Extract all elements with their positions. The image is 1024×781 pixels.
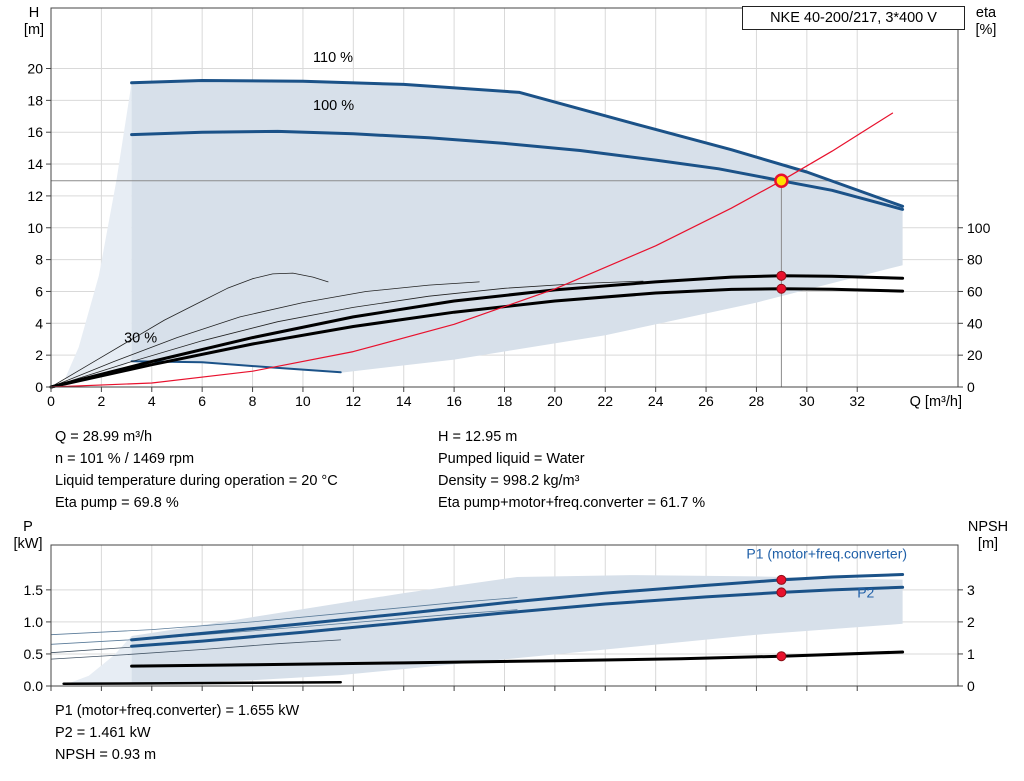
x-tick-label: 32 — [849, 393, 865, 409]
npsh-value: NPSH = 0.93 m — [55, 747, 157, 763]
p1-point — [776, 574, 787, 585]
eta-total-value: Eta pump+motor+freq.converter = 61.7 % — [438, 495, 706, 511]
system-curve — [50, 112, 894, 388]
duty-point — [774, 173, 789, 189]
eta-thin-speed-a — [50, 280, 644, 388]
x-tick-label: 16 — [446, 393, 462, 409]
p2-curve — [130, 585, 905, 648]
power-data-block: P1 (motor+freq.converter) = 1.655 kW P2 … — [55, 700, 299, 766]
operating-envelope-left — [64, 82, 132, 382]
x-tick-label: 28 — [749, 393, 765, 409]
curve-label: P2 — [857, 585, 874, 601]
x-tick-label: 6 — [198, 393, 206, 409]
x-tick-label: 22 — [597, 393, 613, 409]
y-right-tick-label: 0 — [967, 379, 975, 395]
y-right-tick-label: 0 — [967, 678, 975, 694]
curve-110pct — [130, 79, 905, 208]
head-value: H = 12.95 m — [438, 429, 518, 445]
y-left-tick-label: 16 — [27, 124, 43, 140]
y-right-axis-title: NPSH — [968, 519, 1008, 535]
operating-data-right-column: H = 12.95 m Pumped liquid = Water Densit… — [438, 426, 705, 514]
eta-thin-low-speed — [50, 272, 329, 388]
p1-value: P1 (motor+freq.converter) = 1.655 kW — [55, 703, 300, 719]
y-left-tick-label: 8 — [35, 252, 43, 268]
y-right-tick-label: 1 — [967, 646, 975, 662]
operating-data-left-column: Q = 28.99 m³/h n = 101 % / 1469 rpm Liqu… — [55, 426, 338, 514]
y-right-tick-label: 40 — [967, 315, 983, 331]
eta-pump-point — [776, 270, 787, 281]
operating-envelope — [131, 80, 903, 373]
y-right-axis-title: eta — [976, 5, 997, 21]
p2-point — [776, 587, 787, 598]
x-tick-label: 30 — [799, 393, 815, 409]
power-envelope-left — [64, 636, 132, 685]
y-right-tick-label: 60 — [967, 283, 983, 299]
y-right-axis-title: [m] — [978, 536, 998, 552]
x-tick-label: 12 — [346, 393, 362, 409]
power-min-speed-curve — [62, 680, 342, 686]
x-tick-label: 20 — [547, 393, 563, 409]
y-left-tick-label: 1.5 — [24, 582, 44, 598]
curve-label: 100 % — [313, 98, 354, 114]
x-tick-label: 2 — [97, 393, 105, 409]
power-envelope — [131, 575, 903, 685]
p1-curve — [130, 573, 905, 642]
y-left-tick-label: 10 — [27, 220, 43, 236]
p2-value: P2 = 1.461 kW — [55, 725, 151, 741]
y-left-tick-label: 14 — [27, 156, 43, 172]
y-right-tick-label: 2 — [967, 614, 975, 630]
y-left-tick-label: 6 — [35, 283, 43, 299]
x-tick-label: 18 — [497, 393, 513, 409]
y-left-tick-label: 12 — [27, 188, 43, 204]
x-tick-label: 26 — [698, 393, 714, 409]
x-tick-label: 4 — [148, 393, 156, 409]
y-left-axis-title: [m] — [24, 22, 44, 38]
y-right-tick-label: 3 — [967, 582, 975, 598]
y-left-tick-label: 0.5 — [24, 646, 44, 662]
y-left-axis-title: [kW] — [14, 536, 43, 552]
y-left-axis-title: P — [23, 519, 33, 535]
x-tick-label: 8 — [249, 393, 257, 409]
speed-value: n = 101 % / 1469 rpm — [55, 451, 195, 467]
eta-pump-curve — [49, 274, 905, 389]
y-left-tick-label: 4 — [35, 315, 43, 331]
y-right-axis-title: [%] — [976, 22, 997, 38]
liquid-temperature-value: Liquid temperature during operation = 20… — [55, 473, 338, 489]
y-left-tick-label: 0 — [35, 379, 43, 395]
eta-thin-speed-b — [50, 281, 480, 388]
y-left-tick-label: 2 — [35, 347, 43, 363]
power-thin-speed-d — [50, 639, 342, 660]
npsh-point — [776, 651, 787, 662]
curve-label: 30 % — [124, 330, 157, 346]
pumped-liquid-value: Pumped liquid = Water — [438, 451, 585, 467]
x-tick-label: 24 — [648, 393, 664, 409]
y-left-axis-title: H — [29, 5, 39, 21]
y-left-tick-label: 20 — [27, 61, 43, 77]
curve-label: P1 (motor+freq.converter) — [746, 545, 907, 561]
power-npsh-chart: 0.0 0.5 1.0 1.5 0 1 2 3 P[kW] NPSH[m] P1 (motor+fr… — [14, 519, 1009, 694]
y-right-tick-label: 80 — [967, 252, 983, 268]
pump-model-title: NKE 40-200/217, 3*400 V — [742, 6, 965, 30]
eta-total-curve — [49, 287, 905, 389]
eta-pump-value: Eta pump = 69.8 % — [55, 495, 179, 511]
flow-value: Q = 28.99 m³/h — [55, 429, 153, 445]
power-thin-speed-a — [50, 597, 518, 636]
density-value: Density = 998.2 kg/m³ — [438, 473, 580, 489]
y-left-tick-label: 18 — [27, 92, 43, 108]
y-right-tick-label: 20 — [967, 347, 983, 363]
y-left-tick-label: 1.0 — [24, 614, 44, 630]
y-right-tick-label: 100 — [967, 220, 991, 236]
qh-eta-chart: 0 2 4 6 8 10 12 14 16 18 20 22 24 26 28 30 3202468101214… — [24, 5, 997, 410]
eta-total-point — [776, 283, 787, 294]
y-left-tick-label: 0.0 — [24, 678, 44, 694]
curve-100pct — [130, 129, 905, 211]
x-tick-label: 10 — [295, 393, 311, 409]
x-tick-label: 14 — [396, 393, 412, 409]
x-tick-label: 0 — [47, 393, 55, 409]
curve-label: 110 % — [313, 50, 353, 66]
x-axis-title: Q [m³/h] — [910, 394, 962, 410]
